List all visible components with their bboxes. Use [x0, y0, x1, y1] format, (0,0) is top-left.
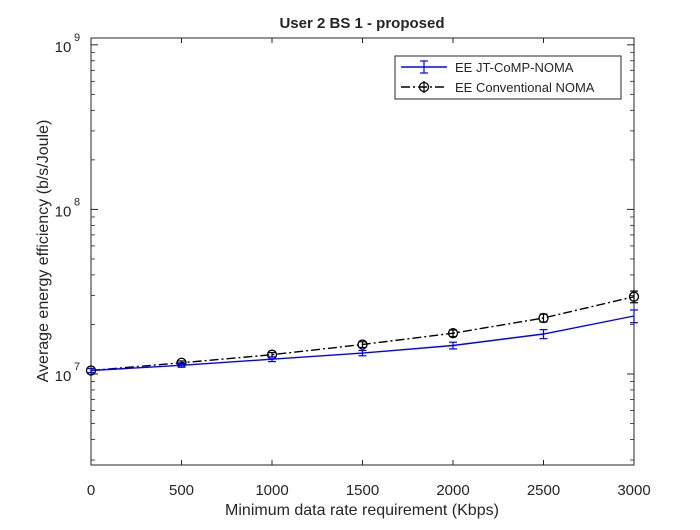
x-axis-label: Minimum data rate requirement (Kbps) — [225, 502, 499, 519]
series-layer — [85, 290, 640, 376]
y-tick-label-exponent: 7 — [74, 361, 80, 373]
y-tick-label-exponent: 9 — [74, 32, 80, 44]
x-tick-label: 2500 — [527, 482, 560, 499]
y-tick-label: 10 — [55, 368, 72, 385]
x-tick-label: 2000 — [436, 482, 469, 499]
chart-title: User 2 BS 1 - proposed — [279, 15, 444, 32]
y-axis-label: Average energy efficiency (b/s/Joule) — [35, 120, 52, 383]
legend-label: EE JT-CoMP-NOMA — [455, 60, 574, 75]
series-jt-comp-noma — [87, 309, 638, 374]
x-tick-label: 3000 — [617, 482, 650, 499]
y-tick-label-exponent: 8 — [74, 196, 80, 208]
x-tick-label: 500 — [169, 482, 194, 499]
x-tick-label: 1000 — [255, 482, 288, 499]
y-tick-label: 10 — [55, 39, 72, 56]
legend-marker — [418, 81, 430, 93]
data-point — [357, 339, 368, 350]
data-point — [628, 291, 640, 302]
legend: EE JT-CoMP-NOMA EE Conventional NOMA — [394, 55, 622, 100]
data-point — [538, 312, 549, 324]
legend-box — [394, 55, 622, 100]
legend-label: EE Conventional NOMA — [455, 80, 595, 95]
x-tick-label: 1500 — [346, 482, 379, 499]
x-tick-label: 0 — [87, 482, 95, 499]
plot-area — [91, 38, 634, 465]
y-tick-label: 10 — [55, 203, 72, 220]
data-point — [447, 328, 459, 339]
